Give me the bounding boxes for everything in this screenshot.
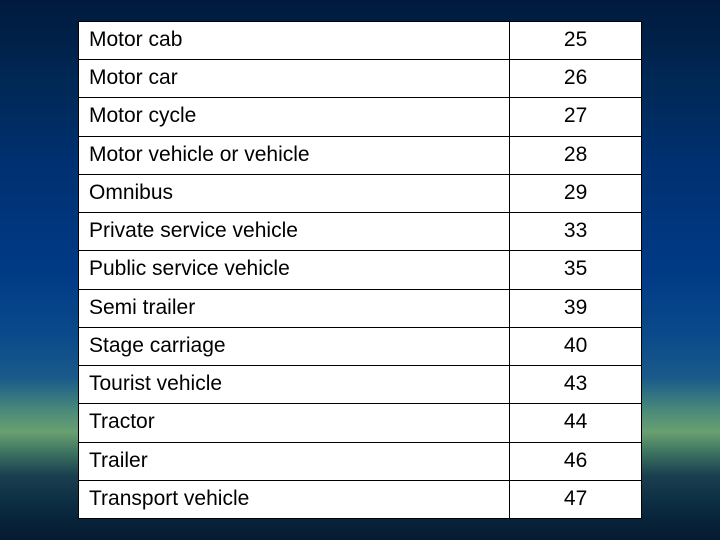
table-row: Omnibus 29	[79, 174, 642, 212]
cell-label: Motor cab	[79, 21, 510, 59]
cell-label: Trailer	[79, 442, 510, 480]
cell-value: 43	[510, 366, 642, 404]
cell-label: Motor car	[79, 60, 510, 98]
cell-label: Private service vehicle	[79, 213, 510, 251]
table-body: Motor cab 25 Motor car 26 Motor cycle 27…	[79, 21, 642, 518]
table-row: Tractor 44	[79, 404, 642, 442]
cell-value: 29	[510, 174, 642, 212]
cell-value: 25	[510, 21, 642, 59]
vehicle-definitions-table: Motor cab 25 Motor car 26 Motor cycle 27…	[78, 21, 642, 519]
cell-value: 47	[510, 480, 642, 518]
table-row: Motor cycle 27	[79, 98, 642, 136]
table-row: Private service vehicle 33	[79, 213, 642, 251]
table-row: Motor car 26	[79, 60, 642, 98]
cell-label: Motor vehicle or vehicle	[79, 136, 510, 174]
table-row: Transport vehicle 47	[79, 480, 642, 518]
table-row: Tourist vehicle 43	[79, 366, 642, 404]
table-row: Semi trailer 39	[79, 289, 642, 327]
table-row: Motor vehicle or vehicle 28	[79, 136, 642, 174]
cell-label: Tourist vehicle	[79, 366, 510, 404]
table-row: Motor cab 25	[79, 21, 642, 59]
table-row: Public service vehicle 35	[79, 251, 642, 289]
cell-value: 39	[510, 289, 642, 327]
table-row: Trailer 46	[79, 442, 642, 480]
cell-label: Transport vehicle	[79, 480, 510, 518]
cell-value: 40	[510, 327, 642, 365]
cell-value: 44	[510, 404, 642, 442]
cell-label: Semi trailer	[79, 289, 510, 327]
cell-label: Stage carriage	[79, 327, 510, 365]
cell-label: Tractor	[79, 404, 510, 442]
cell-label: Public service vehicle	[79, 251, 510, 289]
cell-value: 26	[510, 60, 642, 98]
cell-value: 28	[510, 136, 642, 174]
cell-value: 46	[510, 442, 642, 480]
cell-value: 33	[510, 213, 642, 251]
cell-label: Omnibus	[79, 174, 510, 212]
table-row: Stage carriage 40	[79, 327, 642, 365]
cell-label: Motor cycle	[79, 98, 510, 136]
cell-value: 27	[510, 98, 642, 136]
cell-value: 35	[510, 251, 642, 289]
